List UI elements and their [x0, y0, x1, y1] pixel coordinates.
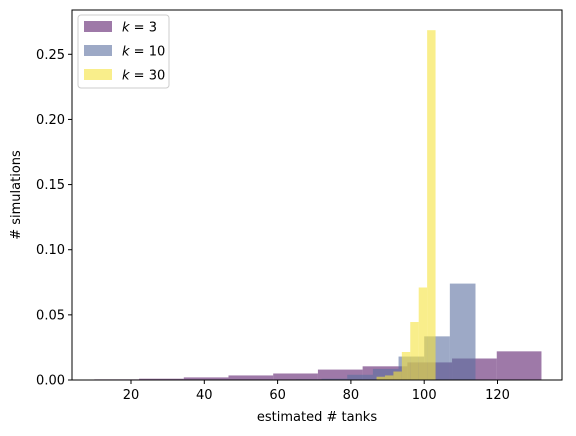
y-axis-label: # simulations — [9, 150, 24, 240]
histogram-bar — [449, 283, 476, 380]
x-axis-ticks: 20 40 60 80 100 120 — [123, 380, 510, 403]
x-tick-label: 80 — [343, 388, 360, 403]
legend-swatch — [84, 45, 112, 56]
histogram-bar — [317, 369, 363, 380]
histogram-bar — [183, 377, 229, 380]
histogram-bar — [418, 287, 428, 380]
histogram-bar — [393, 371, 402, 380]
histogram-bar — [376, 376, 385, 380]
histogram-bar — [347, 374, 373, 380]
legend-label: k = 30 — [122, 69, 165, 84]
bars-layer — [94, 30, 542, 380]
histogram-bar — [401, 351, 411, 380]
legend-swatch — [84, 21, 112, 32]
histogram-bar — [228, 375, 274, 380]
x-tick-label: 100 — [412, 388, 437, 403]
legend: k = 3 k = 10 k = 30 — [77, 14, 170, 89]
histogram-bar — [321, 378, 348, 380]
histogram-bar — [427, 30, 436, 380]
histogram-bar — [384, 375, 394, 380]
x-tick-label: 120 — [485, 388, 510, 403]
x-tick-label: 20 — [123, 388, 140, 403]
series-3-bars — [376, 30, 436, 380]
y-tick-label: 0.05 — [36, 308, 65, 323]
y-axis-ticks: 0.00 0.05 0.10 0.15 0.20 0.25 — [36, 48, 72, 389]
x-axis-label: estimated # tanks — [257, 410, 377, 425]
histogram-bar — [139, 378, 184, 380]
plot-frame — [71, 9, 563, 381]
y-tick-label: 0.00 — [36, 374, 65, 389]
y-tick-label: 0.25 — [36, 48, 65, 63]
legend-label: k = 10 — [122, 45, 165, 60]
y-tick-label: 0.20 — [36, 113, 65, 128]
x-tick-label: 60 — [269, 388, 286, 403]
histogram-bar — [496, 351, 542, 380]
y-tick-label: 0.15 — [36, 178, 65, 193]
histogram-bar — [372, 368, 399, 380]
legend-label: k = 3 — [122, 21, 157, 36]
histogram-bar — [273, 373, 318, 380]
histogram-bar — [410, 322, 419, 380]
legend-swatch — [84, 69, 112, 80]
x-tick-label: 40 — [196, 388, 213, 403]
y-tick-label: 0.10 — [36, 243, 65, 258]
legend-entries: k = 3 k = 10 k = 30 — [84, 21, 165, 84]
